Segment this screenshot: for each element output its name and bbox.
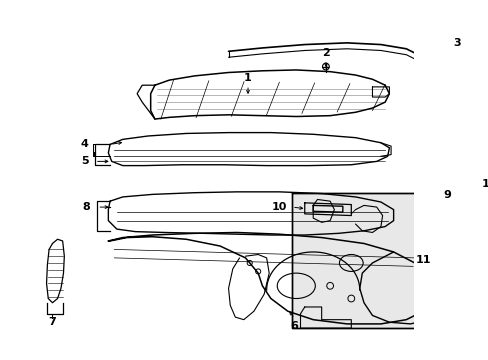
Text: 7: 7 xyxy=(48,317,56,327)
Text: 12: 12 xyxy=(481,179,488,189)
Text: 1: 1 xyxy=(244,73,251,84)
Text: 3: 3 xyxy=(452,38,460,48)
Text: 4: 4 xyxy=(81,139,88,149)
Circle shape xyxy=(322,63,328,70)
Text: 8: 8 xyxy=(82,202,90,212)
Text: 11: 11 xyxy=(415,255,430,265)
Text: 9: 9 xyxy=(442,190,450,200)
Text: 2: 2 xyxy=(322,48,329,58)
Bar xyxy=(291,193,414,328)
Text: 6: 6 xyxy=(290,321,298,330)
Text: 10: 10 xyxy=(271,202,286,212)
Text: 5: 5 xyxy=(81,156,88,166)
